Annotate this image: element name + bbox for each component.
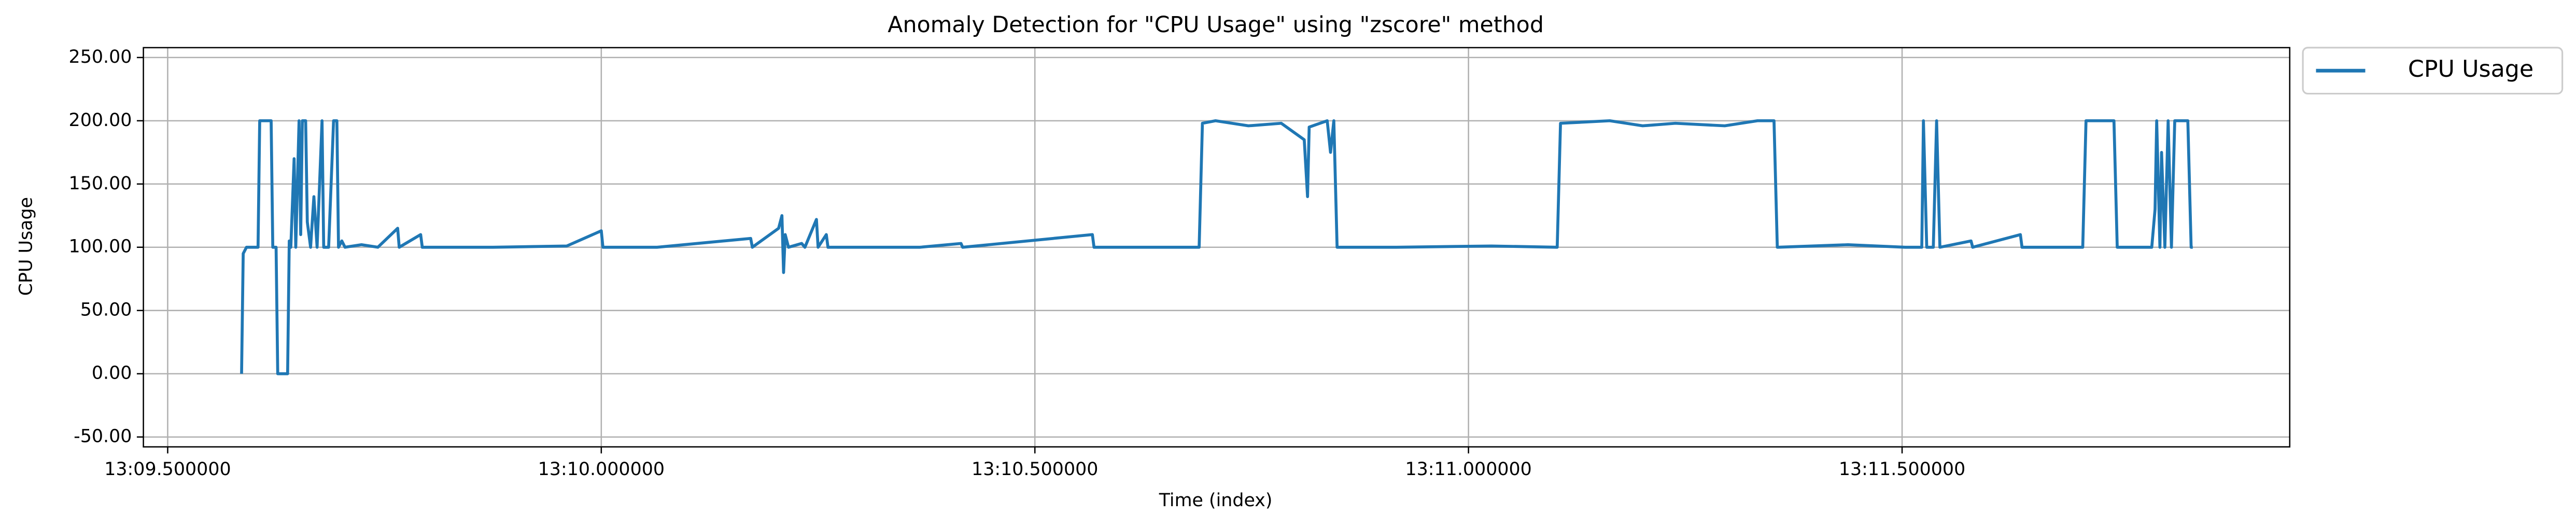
x-tick-label: 13:10.000000 bbox=[538, 459, 665, 480]
y-tick-label: -50.00 bbox=[74, 426, 132, 447]
x-tick-label: 13:10.500000 bbox=[972, 459, 1098, 480]
legend-frame bbox=[2302, 47, 2564, 95]
y-tick-label: 250.00 bbox=[69, 47, 132, 67]
legend: CPU Usage bbox=[2302, 47, 2564, 95]
y-tick-label: 50.00 bbox=[80, 300, 132, 321]
y-tick-label: 200.00 bbox=[69, 110, 132, 131]
x-tick-label: 13:11.500000 bbox=[1839, 459, 1965, 480]
y-tick-label: 150.00 bbox=[69, 173, 132, 194]
data-line bbox=[240, 119, 2193, 375]
y-tick-label: 0.00 bbox=[92, 363, 132, 384]
plot-frame bbox=[143, 47, 2291, 448]
chart-title: Anomaly Detection for "CPU Usage" using … bbox=[888, 12, 1544, 38]
y-tick-label: 100.00 bbox=[69, 236, 132, 257]
plot-area: -50.00 0.00 50.00 100.00 150.00 200.00 250.00 1… bbox=[69, 47, 2291, 480]
x-tick-label: 13:11.000000 bbox=[1405, 459, 1531, 480]
x-tick-label: 13:09.500000 bbox=[104, 459, 231, 480]
y-axis-label: CPU Usage bbox=[16, 197, 37, 296]
legend-label: CPU Usage bbox=[2408, 56, 2533, 82]
x-axis-label: Time (index) bbox=[1159, 490, 1273, 511]
